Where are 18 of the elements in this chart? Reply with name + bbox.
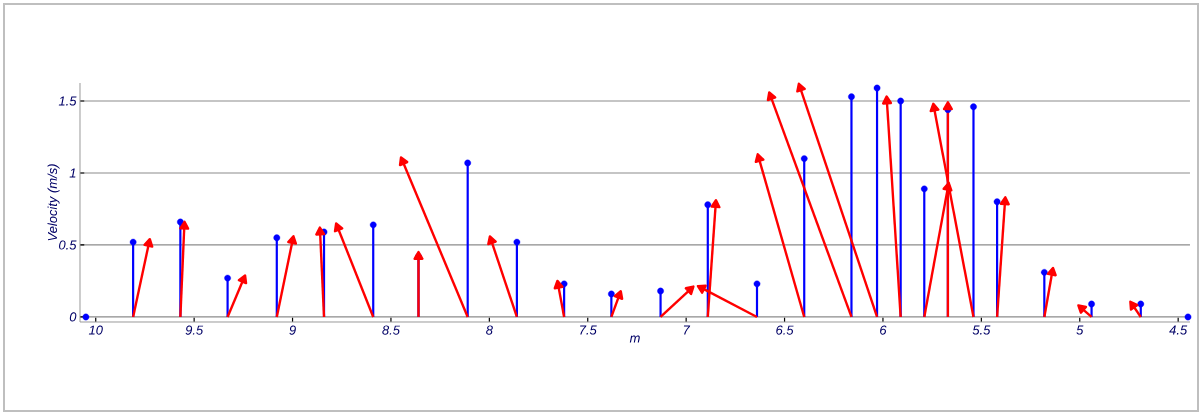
x-tick-label: 5: [1076, 325, 1084, 335]
x-tick-label: 6.5: [776, 325, 794, 335]
x-tick-label: 7.5: [580, 325, 597, 335]
y-axis-title: Velocity (m/s): [47, 164, 60, 241]
y-tick-label: 1.5: [58, 96, 77, 106]
x-tick-label: 6: [880, 325, 887, 335]
x-axis-title: m: [629, 335, 640, 343]
x-tick-label: 7: [683, 325, 691, 335]
y-tick-label: 0.5: [59, 240, 77, 250]
y-tick-label: 1: [69, 168, 76, 178]
x-tick-label: 4.5: [1169, 325, 1188, 335]
y-tick-label: 0: [69, 312, 77, 322]
x-tick-label: 9.5: [185, 325, 204, 335]
x-tick-label: 10: [88, 325, 103, 335]
x-tick-label: 9: [289, 325, 296, 335]
x-tick-label: 8: [486, 325, 493, 335]
x-tick-label: 8.5: [382, 325, 400, 335]
x-tick-label: 5.5: [972, 325, 991, 335]
